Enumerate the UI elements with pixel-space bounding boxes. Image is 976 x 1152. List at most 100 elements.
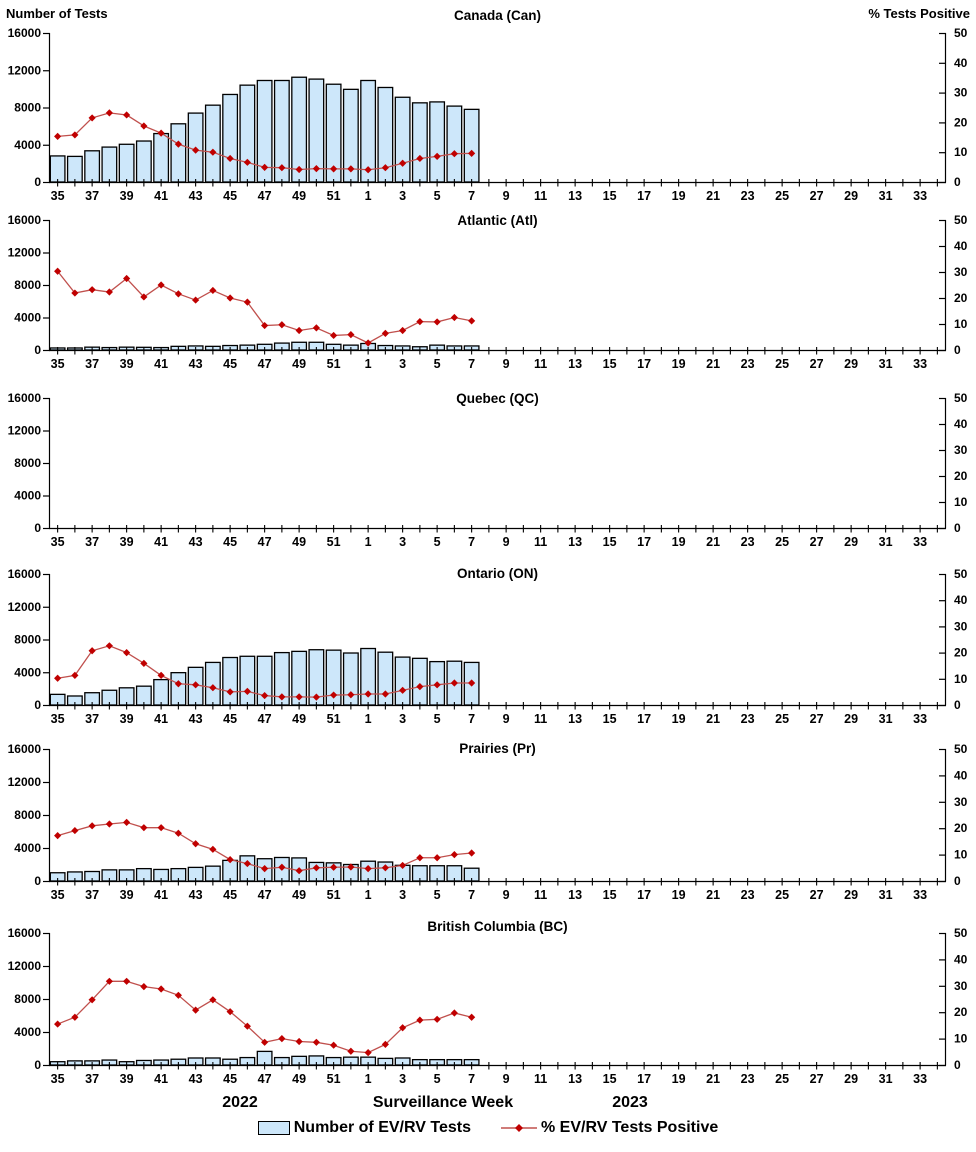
pct-positive-marker bbox=[105, 109, 113, 117]
week-tick-label: 7 bbox=[468, 712, 475, 726]
pct-positive-marker bbox=[105, 642, 113, 650]
week-tick-label: 27 bbox=[810, 888, 824, 902]
week-tick-label: 1 bbox=[365, 357, 372, 371]
pct-positive-marker bbox=[88, 822, 96, 830]
week-tick-label: 29 bbox=[844, 357, 858, 371]
week-tick-label: 17 bbox=[637, 189, 651, 203]
pct-positive-marker bbox=[364, 1048, 372, 1057]
week-tick-label: 5 bbox=[434, 888, 441, 902]
week-tick-label: 43 bbox=[189, 888, 203, 902]
pct-positive-marker bbox=[209, 845, 217, 853]
week-tick-label: 29 bbox=[844, 189, 858, 203]
pct-positive-marker bbox=[71, 131, 79, 139]
right-tick-label: 30 bbox=[954, 795, 968, 809]
left-tick-label: 16000 bbox=[8, 926, 42, 940]
week-tick-label: 27 bbox=[810, 1072, 824, 1086]
week-tick-label: 39 bbox=[120, 189, 134, 203]
pct-positive-marker bbox=[209, 996, 217, 1004]
week-tick-label: 5 bbox=[434, 1072, 441, 1086]
week-tick-label: 37 bbox=[85, 189, 99, 203]
week-tick-label: 3 bbox=[399, 189, 406, 203]
panel-title-quebec: Quebec (QC) bbox=[456, 391, 539, 406]
left-tick-label: 8000 bbox=[14, 808, 41, 822]
pct-positive-marker bbox=[226, 294, 234, 302]
right-tick-label: 30 bbox=[954, 979, 968, 993]
right-tick-label: 30 bbox=[954, 443, 968, 457]
left-tick-label: 8000 bbox=[14, 101, 41, 115]
pct-positive-marker bbox=[243, 158, 251, 166]
pct-positive-marker bbox=[381, 1040, 389, 1049]
week-tick-label: 23 bbox=[741, 357, 755, 371]
panel-title-ontario: Ontario (ON) bbox=[457, 566, 538, 581]
pct-positive-marker bbox=[416, 1016, 424, 1024]
right-tick-label: 50 bbox=[954, 926, 968, 940]
pct-positive-marker bbox=[295, 165, 303, 174]
week-tick-label: 29 bbox=[844, 888, 858, 902]
week-tick-label: 39 bbox=[120, 888, 134, 902]
week-tick-label: 17 bbox=[637, 888, 651, 902]
week-tick-label: 9 bbox=[503, 888, 510, 902]
left-tick-label: 16000 bbox=[8, 213, 42, 227]
right-tick-label: 20 bbox=[954, 646, 968, 660]
pct-positive-marker bbox=[450, 313, 458, 322]
pct-positive-marker bbox=[278, 693, 286, 701]
right-tick-label: 0 bbox=[954, 343, 961, 357]
panel-ontario: 0 4000 8000 12000 16000 0 10 20 30 40 50 35 37 39 41 43… bbox=[0, 555, 976, 730]
pct-positive-marker bbox=[123, 274, 131, 283]
week-tick-label: 23 bbox=[741, 189, 755, 203]
week-tick-label: 13 bbox=[568, 888, 582, 902]
left-tick-label: 8000 bbox=[14, 456, 41, 470]
week-tick-label: 29 bbox=[844, 535, 858, 549]
left-tick-label: 0 bbox=[34, 698, 41, 712]
week-tick-label: 17 bbox=[637, 712, 651, 726]
week-tick-label: 21 bbox=[706, 888, 720, 902]
left-tick-label: 0 bbox=[34, 521, 41, 535]
week-tick-label: 31 bbox=[879, 535, 893, 549]
week-tick-label: 15 bbox=[603, 712, 617, 726]
left-tick-label: 8000 bbox=[14, 992, 41, 1006]
pct-positive-marker bbox=[433, 152, 441, 160]
panel-british-columbia: 0 4000 8000 12000 16000 0 10 20 30 40 50 35 37 39 41 43… bbox=[0, 905, 976, 1094]
legend: Number of EV/RV Tests % EV/RV Tests Posi… bbox=[0, 1119, 976, 1137]
right-tick-label: 40 bbox=[954, 768, 968, 782]
week-tick-label: 25 bbox=[775, 712, 789, 726]
left-tick-label: 0 bbox=[34, 343, 41, 357]
bars bbox=[49, 647, 480, 706]
pct-positive-marker bbox=[140, 122, 148, 130]
left-tick-label: 16000 bbox=[8, 742, 42, 756]
week-tick-label: 35 bbox=[51, 888, 65, 902]
week-tick-label: 49 bbox=[292, 888, 306, 902]
week-tick-label: 43 bbox=[189, 1072, 203, 1086]
pct-positive-marker bbox=[278, 164, 286, 172]
week-tick-label: 9 bbox=[503, 1072, 510, 1086]
week-tick-label: 25 bbox=[775, 535, 789, 549]
right-tick-label: 40 bbox=[954, 593, 968, 607]
right-tick-label: 20 bbox=[954, 821, 968, 835]
pct-positive-marker bbox=[381, 164, 389, 172]
left-tick-label: 12000 bbox=[8, 246, 42, 260]
week-tick-label: 45 bbox=[223, 535, 237, 549]
left-tick-label: 12000 bbox=[8, 424, 42, 438]
left-tick-label: 12000 bbox=[8, 775, 42, 789]
left-tick-label: 4000 bbox=[14, 138, 41, 152]
week-tick-label: 5 bbox=[434, 535, 441, 549]
week-tick-label: 9 bbox=[503, 712, 510, 726]
week-tick-label: 31 bbox=[879, 712, 893, 726]
panel-prairies: 0 4000 8000 12000 16000 0 10 20 30 40 50 35 37 39 41 43… bbox=[0, 730, 976, 905]
week-tick-label: 31 bbox=[879, 189, 893, 203]
pct-positive-marker bbox=[261, 163, 269, 171]
week-tick-label: 19 bbox=[672, 189, 686, 203]
week-tick-label: 5 bbox=[434, 189, 441, 203]
week-tick-label: 33 bbox=[913, 1072, 927, 1086]
pct-positive-marker bbox=[295, 693, 303, 701]
week-tick-label: 21 bbox=[706, 189, 720, 203]
right-tick-label: 50 bbox=[954, 391, 968, 405]
bars bbox=[49, 76, 480, 183]
pct-positive-marker bbox=[157, 824, 165, 832]
week-tick-label: 41 bbox=[154, 712, 168, 726]
pct-positive-line bbox=[54, 977, 476, 1057]
